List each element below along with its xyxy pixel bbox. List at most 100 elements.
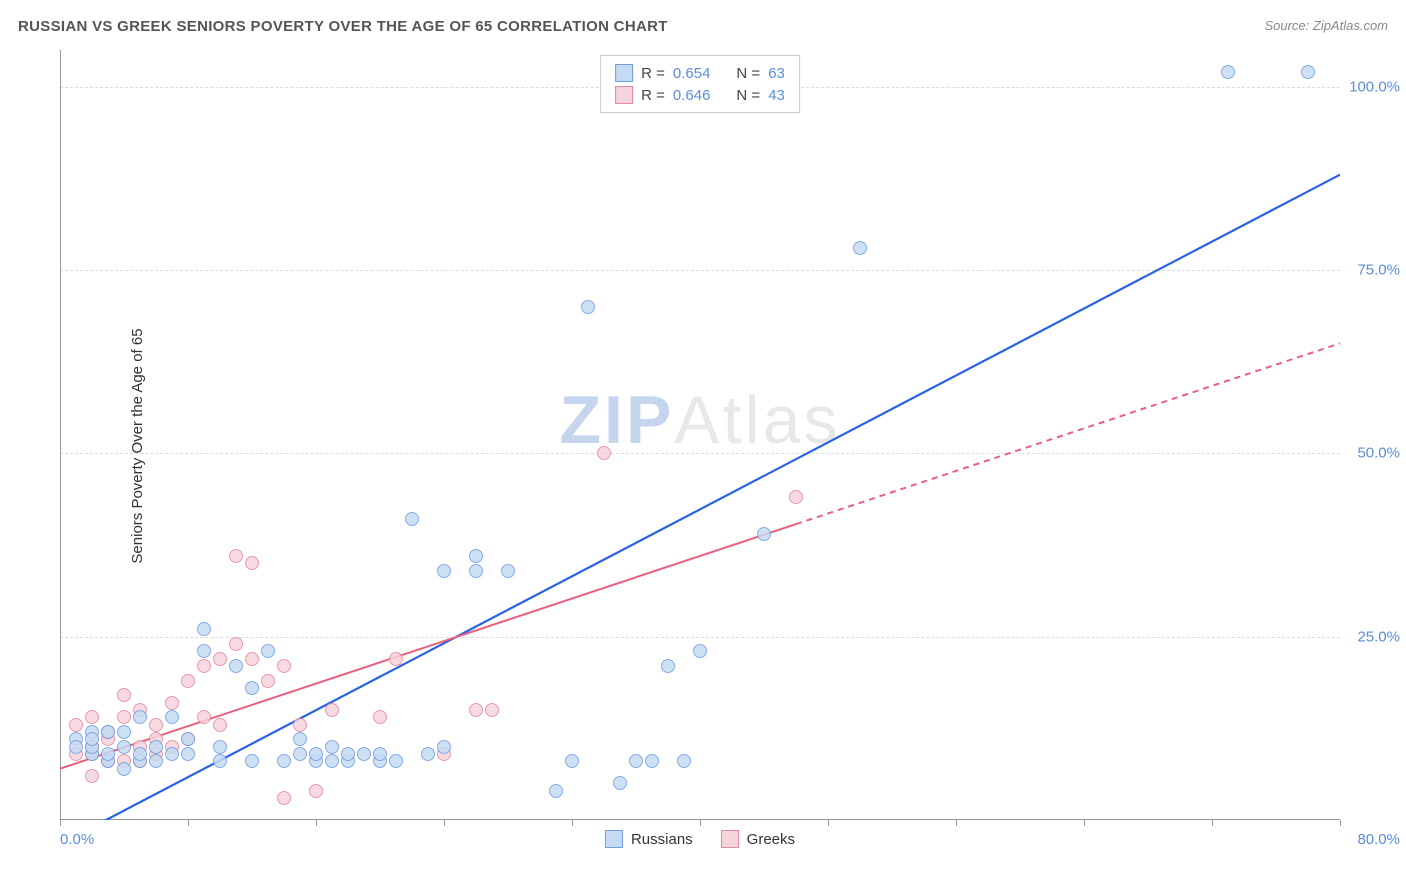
scatter-point-russians [565,754,579,768]
y-tick-label: 75.0% [1357,262,1400,279]
scatter-point-greeks [165,696,179,710]
r-value: 0.654 [673,65,711,82]
scatter-point-russians [117,725,131,739]
scatter-point-greeks [277,791,291,805]
scatter-point-russians [693,644,707,658]
x-min-label: 0.0% [60,831,94,848]
scatter-point-russians [469,564,483,578]
greeks-swatch-icon [721,830,739,848]
scatter-point-russians [277,754,291,768]
scatter-point-russians [197,622,211,636]
scatter-point-greeks [277,659,291,673]
scatter-point-russians [181,747,195,761]
series-legend: Russians Greeks [605,830,795,848]
y-tick-label: 25.0% [1357,628,1400,645]
scatter-point-russians [165,710,179,724]
r-label: R = [641,65,665,82]
scatter-point-greeks [229,549,243,563]
scatter-point-greeks [245,556,259,570]
scatter-point-russians [133,710,147,724]
scatter-point-greeks [261,674,275,688]
scatter-point-russians [149,740,163,754]
russians-swatch-icon [605,830,623,848]
scatter-point-greeks [485,703,499,717]
source-label: Source: ZipAtlas.com [1264,18,1388,33]
scatter-point-russians [197,644,211,658]
scatter-point-russians [325,740,339,754]
scatter-point-russians [437,564,451,578]
scatter-point-russians [405,512,419,526]
n-label: N = [736,87,760,104]
stats-legend-row-russians: R = 0.654 N = 63 [615,62,785,84]
scatter-point-russians [629,754,643,768]
scatter-point-russians [165,747,179,761]
scatter-point-greeks [197,710,211,724]
scatter-point-greeks [117,688,131,702]
scatter-point-russians [261,644,275,658]
scatter-point-greeks [181,674,195,688]
scatter-point-russians [661,659,675,673]
scatter-point-russians [421,747,435,761]
scatter-point-russians [245,681,259,695]
scatter-point-greeks [373,710,387,724]
stats-legend: R = 0.654 N = 63 R = 0.646 N = 43 [600,55,800,113]
scatter-point-russians [69,740,83,754]
legend-label: Greeks [747,831,795,848]
legend-item-greeks: Greeks [721,830,795,848]
scatter-point-russians [613,776,627,790]
n-value: 63 [768,65,785,82]
scatter-point-greeks [149,718,163,732]
scatter-point-greeks [789,490,803,504]
scatter-point-russians [501,564,515,578]
scatter-point-russians [1221,65,1235,79]
scatter-point-russians [1301,65,1315,79]
scatter-point-russians [101,747,115,761]
scatter-point-russians [389,754,403,768]
n-value: 43 [768,87,785,104]
scatter-point-russians [341,747,355,761]
scatter-point-russians [117,740,131,754]
scatter-point-greeks [197,659,211,673]
scatter-point-russians [293,747,307,761]
y-tick-label: 100.0% [1349,78,1400,95]
scatter-points [60,50,1340,820]
scatter-point-greeks [325,703,339,717]
scatter-point-russians [437,740,451,754]
scatter-point-russians [645,754,659,768]
scatter-point-russians [469,549,483,563]
scatter-point-greeks [245,652,259,666]
scatter-point-russians [213,740,227,754]
scatter-point-russians [181,732,195,746]
legend-label: Russians [631,831,693,848]
russians-swatch-icon [615,64,633,82]
scatter-point-greeks [389,652,403,666]
scatter-point-greeks [469,703,483,717]
scatter-point-greeks [85,710,99,724]
scatter-point-russians [133,747,147,761]
scatter-point-russians [117,762,131,776]
scatter-point-greeks [117,710,131,724]
r-value: 0.646 [673,87,711,104]
scatter-point-russians [85,732,99,746]
scatter-point-russians [549,784,563,798]
chart-title: RUSSIAN VS GREEK SENIORS POVERTY OVER TH… [18,18,668,35]
scatter-point-russians [581,300,595,314]
y-tick-label: 50.0% [1357,445,1400,462]
scatter-point-russians [293,732,307,746]
scatter-point-greeks [309,784,323,798]
scatter-point-russians [245,754,259,768]
scatter-point-russians [677,754,691,768]
scatter-point-russians [757,527,771,541]
scatter-point-greeks [293,718,307,732]
scatter-point-russians [853,241,867,255]
scatter-point-russians [373,747,387,761]
greeks-swatch-icon [615,86,633,104]
scatter-point-russians [325,754,339,768]
scatter-point-greeks [229,637,243,651]
plot-area: ZIPAtlas 25.0%50.0%75.0%100.0% 0.0% 80.0… [60,50,1340,820]
scatter-point-greeks [213,652,227,666]
scatter-point-greeks [213,718,227,732]
scatter-point-greeks [69,718,83,732]
scatter-point-russians [149,754,163,768]
legend-item-russians: Russians [605,830,693,848]
